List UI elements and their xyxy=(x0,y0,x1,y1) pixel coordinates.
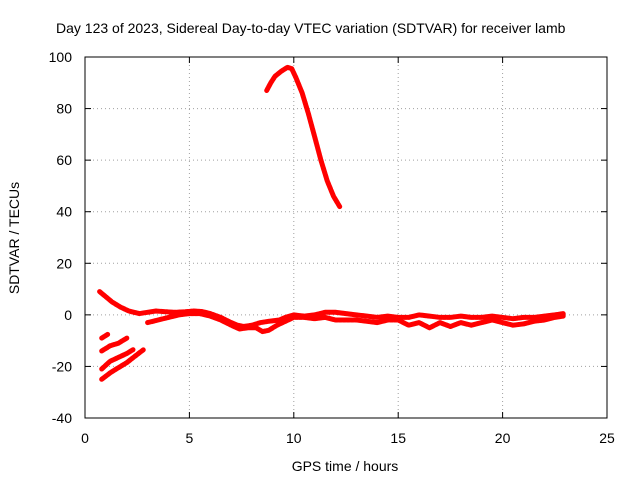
y-tick-label: 60 xyxy=(56,152,72,168)
y-tick-label: 20 xyxy=(56,255,72,271)
x-tick-labels: 0 5 10 15 20 25 xyxy=(81,430,615,446)
series-seg-c xyxy=(99,347,136,372)
y-tick-label: -40 xyxy=(52,410,72,426)
chart-title: Day 123 of 2023, Sidereal Day-to-day VTE… xyxy=(56,20,566,36)
plot-frame xyxy=(84,56,608,419)
y-tick-label: 100 xyxy=(49,49,73,65)
y-tick-label: 40 xyxy=(56,204,72,220)
x-tick-label: 20 xyxy=(495,430,511,446)
x-tick-label: 5 xyxy=(186,430,194,446)
grid xyxy=(85,57,607,418)
series-main-upper xyxy=(97,289,566,329)
series-seg-a xyxy=(99,331,111,341)
series-peak xyxy=(264,64,343,210)
series-seg-d xyxy=(99,347,146,382)
y-tick-label: 0 xyxy=(64,307,72,323)
y-tick-labels: -40 -20 0 20 40 60 80 100 xyxy=(49,49,73,426)
y-tick-label: 80 xyxy=(56,101,72,117)
x-tick-label: 15 xyxy=(390,430,406,446)
series-layer xyxy=(97,64,566,382)
x-axis-label: GPS time / hours xyxy=(292,458,399,474)
tick-marks xyxy=(84,56,608,419)
y-tick-label: -20 xyxy=(52,358,72,374)
x-tick-label: 25 xyxy=(599,430,615,446)
x-tick-label: 10 xyxy=(286,430,302,446)
y-axis-label: SDTVAR / TECUs xyxy=(6,182,22,294)
x-tick-label: 0 xyxy=(81,430,89,446)
series-seg-b xyxy=(99,335,130,354)
series-main-lower xyxy=(145,311,566,335)
